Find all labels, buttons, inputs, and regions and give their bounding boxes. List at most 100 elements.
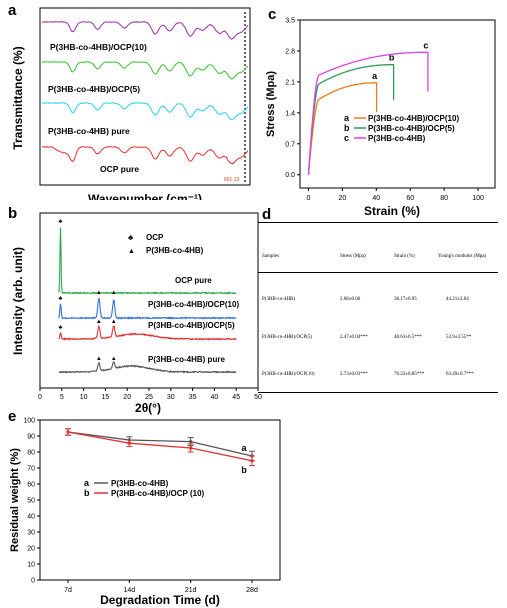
chart-c-xtick-label: 20	[338, 195, 346, 202]
chart-c-ytick-label: 0.0	[285, 172, 295, 179]
xrd-peak-marker: ▲	[96, 319, 102, 325]
chart-c-ylabel: Stress (Mpa)	[265, 71, 277, 137]
table-cell: 2.08±0.06	[340, 297, 361, 302]
table-header-rule	[258, 272, 498, 273]
table-cell: 44.21±2.04	[446, 297, 469, 302]
chart-b-xtick-label: 35	[189, 394, 197, 401]
data-point	[189, 446, 193, 450]
mechanical-properties-table: Samples Stress (Mpa) Strain (%) Young's …	[258, 222, 498, 393]
data-point	[66, 430, 70, 434]
panel-label-e: e	[8, 408, 17, 425]
chart-c-xlabel: Strain (%)	[364, 204, 420, 218]
series-end-label: b	[241, 465, 247, 475]
ftir-series-label: P(3HB-co-4HB)/OCP(5)	[48, 84, 140, 94]
chart-c-xtick-label: 60	[406, 195, 414, 202]
panel-label-c: c	[268, 6, 277, 23]
chart-b-ylabel: Intensity (arb. unit)	[11, 247, 25, 355]
degradation-line	[67, 431, 253, 457]
chart-c-frame	[299, 19, 496, 189]
chart-e-ytick-label: 20	[27, 546, 35, 553]
chart-e-ytick-label: 40	[27, 514, 35, 521]
xrd-series-line	[58, 361, 237, 374]
table-cell: 70.23±0.85***	[394, 372, 425, 377]
chart-c-ytick-label: 1.4	[285, 110, 295, 117]
table-cell: 63.49±0.7***	[446, 372, 474, 377]
legend-letter: c	[344, 133, 349, 143]
chart-c-ytick-label: 2.1	[285, 79, 295, 86]
stress-strain-line	[307, 64, 395, 175]
legend-label: P(3HB-co-4HB)/OCP(10)	[368, 114, 459, 123]
chart-c-xtick-label: 100	[472, 195, 484, 202]
xrd-series-line	[58, 297, 237, 320]
xrd-series-label: OCP pure	[175, 276, 212, 285]
chart-e-ytick-label: 50	[27, 498, 35, 505]
stress-strain-line	[307, 82, 378, 175]
chart-e-ylabel: Residual weight (%)	[9, 448, 21, 552]
chart-e-xtick-label: 7d	[64, 587, 72, 594]
legend-label-ocp: OCP	[146, 233, 164, 242]
legend-label-p3hb: P(3HB-co-4HB)	[146, 246, 204, 255]
stress-strain-end-label: c	[423, 40, 428, 50]
chart-b-xlabel: 2θ(°)	[135, 401, 161, 415]
legend-label: P(3HB-co-4HB)	[368, 134, 426, 143]
chart-c-ytick-label: 0.7	[285, 141, 295, 148]
xrd-series-line	[58, 324, 237, 341]
chart-a-ylabel: Transmittance (%)	[11, 46, 25, 149]
table-cell: P(3HB-co-4HB)/OCP(5)	[262, 335, 312, 340]
legend-label: P(3HB-co-4HB)/OCP (10)	[111, 489, 205, 498]
ftir-series-label: P(3HB-co-4HB)/OCP(10)	[50, 42, 147, 52]
table-cell: 2.47±0.04***	[340, 335, 368, 340]
xrd-series-label: P(3HB-co-4HB) pure	[148, 355, 225, 364]
chart-e-ytick-label: 30	[27, 530, 35, 537]
chart-b-xtick-label: 15	[102, 394, 110, 401]
table-cell: 48.63±0.5***	[394, 335, 422, 340]
stress-strain-chart: Stress (Mpa) Strain (%) 0 20 40 60 80 100 0.0 0…	[265, 18, 496, 218]
xrd-peak-marker: ▲	[96, 290, 102, 296]
xrd-peak-marker: ♣	[59, 296, 63, 302]
table-header-modulus: Young's modulus (Mpa)	[438, 254, 487, 259]
legend-label: P(3HB-co-4HB)/OCP(5)	[368, 124, 455, 133]
xrd-peak-marker: ♣	[59, 325, 63, 331]
chart-e-xlabel: Degradation Time (d)	[100, 593, 220, 607]
chart-e-ytick-label: 60	[27, 482, 35, 489]
xrd-series-label: P(3HB-co-4HB)/OCP(10)	[148, 300, 239, 309]
panel-label-b: b	[8, 205, 18, 222]
chart-e-xtick-label: 28d	[246, 587, 258, 594]
chart-b-xtick-label: 40	[211, 394, 219, 401]
legend-letter: b	[344, 123, 350, 133]
ftir-series-label: P(3HB-co-4HB) pure	[48, 126, 130, 136]
chart-e-ytick-label: 90	[27, 434, 35, 441]
xrd-peak-marker: ♣	[59, 219, 63, 225]
chart-b-xtick-label: 5	[60, 394, 64, 401]
degradation-chart: Residual weight (%) Degradation Time (d)…	[9, 418, 281, 607]
ftir-series-line	[42, 146, 249, 165]
table-bottom-rule	[258, 392, 498, 393]
legend-marker-ocp: ♣	[128, 233, 134, 242]
chart-c-xtick-label: 80	[440, 195, 448, 202]
table-cell: P(3HB-co-4HB)	[262, 297, 296, 302]
chart-e-ytick-label: 80	[27, 450, 35, 457]
stress-strain-end-label: a	[372, 71, 378, 81]
xrd-peak-marker: ▲	[111, 319, 117, 325]
chart-c-ytick-label: 2.8	[285, 48, 295, 55]
table-header-stress: Stress (Mpa)	[340, 254, 366, 259]
chart-b-xtick-label: 45	[232, 394, 240, 401]
stress-strain-line	[307, 51, 429, 175]
panel-label-d: d	[262, 206, 272, 223]
chart-e-ytick-label: 0	[31, 578, 35, 585]
stress-strain-end-label: b	[389, 53, 395, 63]
chart-b-xtick-label: 20	[123, 394, 131, 401]
legend-letter: a	[344, 113, 350, 123]
table-header-strain: Strain (%)	[394, 254, 415, 259]
xrd-series-label: P(3HB-co-4HB)/OCP(5)	[148, 321, 235, 330]
xrd-series-line	[58, 227, 237, 295]
chart-e-ytick-label: 10	[27, 562, 35, 569]
table-cell: 2.73±0.03***	[340, 372, 368, 377]
table-top-rule	[258, 222, 498, 223]
legend-label: P(3HB-co-4HB)	[111, 479, 169, 488]
ftir-series-label: OCP pure	[100, 164, 139, 174]
xrd-peak-marker: ▲	[111, 356, 117, 362]
chart-c-xtick-label: 0	[307, 195, 311, 202]
table-cell: 53.9±3.55**	[446, 335, 472, 340]
table-cell: P(3HB-co-4HB)/OCP(10)	[262, 372, 315, 377]
